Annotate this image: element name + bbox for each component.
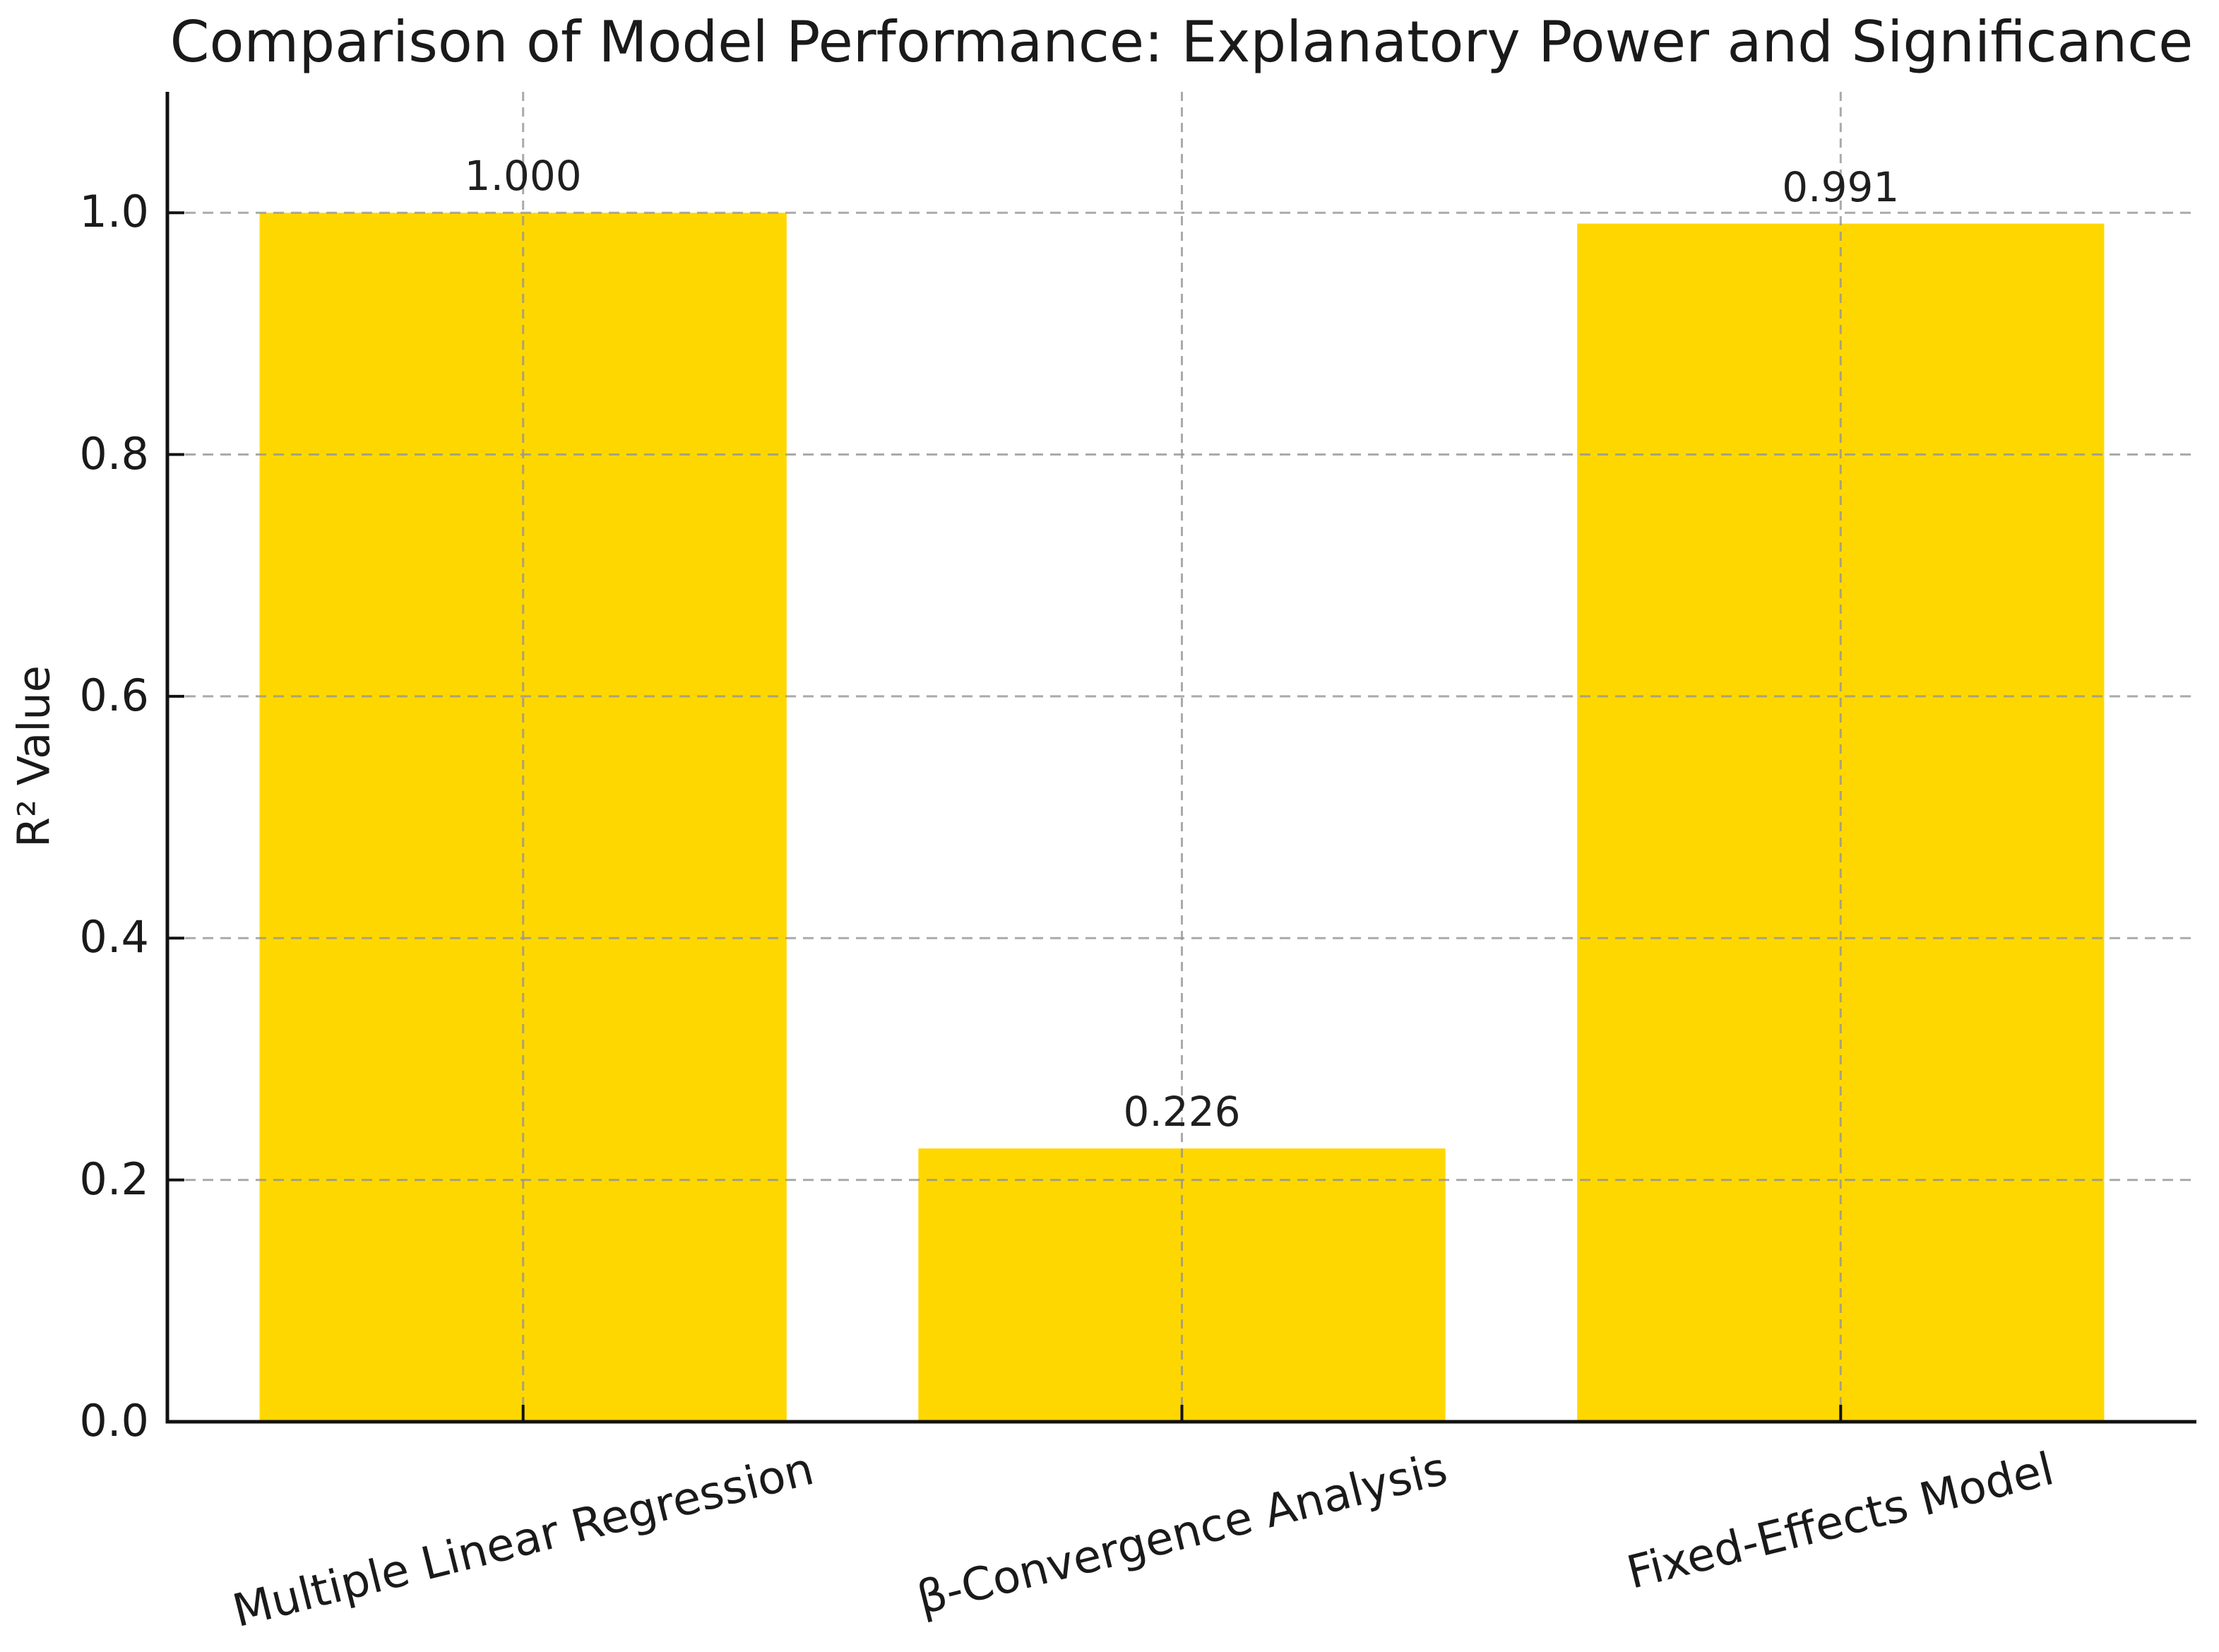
y-tick-label-1.0: 1.0 [79, 186, 149, 238]
y-tick-label-0.2: 0.2 [79, 1153, 149, 1205]
chart-title: Comparison of Model Performance: Explana… [169, 9, 2194, 75]
bar-β-convergence-analysis [918, 1148, 1446, 1422]
bar-value-label-multiple-linear-regression: 1.000 [464, 152, 582, 201]
y-tick-label-0.8: 0.8 [79, 427, 149, 480]
y-tick-label-0.0: 0.0 [79, 1395, 149, 1447]
bar-value-label-fixed-effects-model: 0.991 [1782, 162, 1900, 211]
y-tick-label-0.4: 0.4 [79, 911, 149, 963]
y-tick-label-0.6: 0.6 [79, 669, 149, 721]
bar-value-label-β-convergence-analysis: 0.226 [1123, 1088, 1241, 1136]
bar-multiple-linear-regression [259, 213, 787, 1422]
